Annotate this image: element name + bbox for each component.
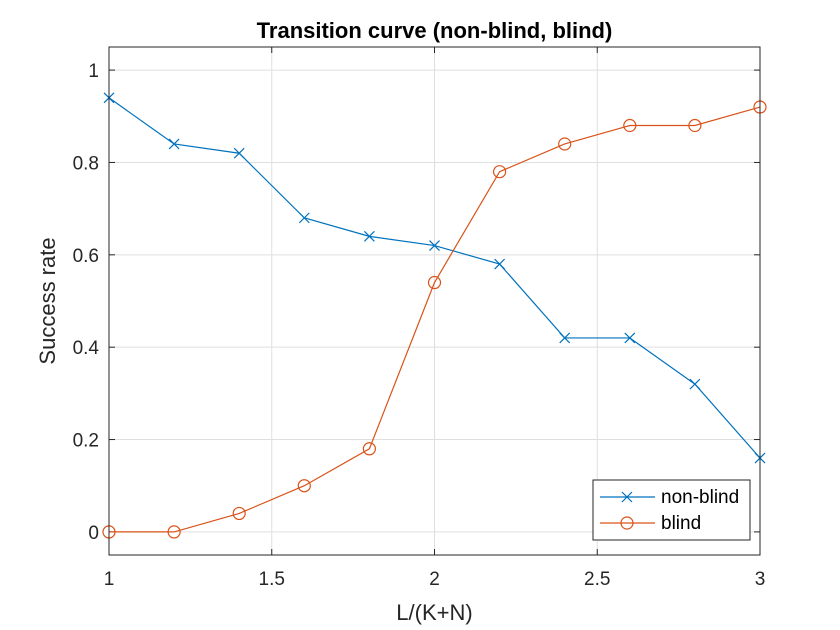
legend-box xyxy=(592,479,751,541)
data-point-blind xyxy=(167,525,181,539)
y-tick-label: 0.8 xyxy=(73,153,99,174)
x-marker-stroke xyxy=(624,332,636,344)
data-point-non-blind xyxy=(363,230,375,242)
legend-entry-blind: blind xyxy=(600,513,701,534)
y-tick-label: 0.2 xyxy=(73,431,99,452)
legend-marker xyxy=(620,516,634,530)
data-series xyxy=(102,92,767,539)
legend-entry-non-blind: non-blind xyxy=(600,487,739,508)
x-tick-label: 1 xyxy=(104,569,115,590)
data-point-blind xyxy=(558,137,572,151)
x-marker-stroke xyxy=(233,147,245,159)
legend-label: blind xyxy=(661,513,701,534)
y-tick-label: 0 xyxy=(88,523,99,544)
data-point-blind xyxy=(232,506,246,521)
x-tick-label: 1.5 xyxy=(259,569,285,590)
x-marker-stroke xyxy=(621,491,633,503)
data-point-blind xyxy=(427,275,442,290)
data-point-blind xyxy=(623,118,637,133)
x-marker-stroke xyxy=(689,378,701,390)
y-tick-label: 0.6 xyxy=(73,246,99,267)
data-point-blind xyxy=(688,118,702,133)
legend-marker xyxy=(621,491,633,503)
axes-box xyxy=(108,46,761,556)
y-tick-label: 0.4 xyxy=(73,338,100,359)
chart-title: Transition curve (non-blind, blind) xyxy=(257,18,613,43)
data-point-non-blind xyxy=(689,378,701,390)
tick-labels: 1 1.5 2 2.5 3 0 0.2 0.4 0.6 0.8 1 xyxy=(73,61,766,590)
data-point-non-blind xyxy=(429,240,440,252)
x-axis-label: L/(K+N) xyxy=(396,600,472,625)
data-point-blind xyxy=(297,479,311,493)
data-point-non-blind xyxy=(168,138,180,150)
x-tick-label: 2 xyxy=(429,569,440,590)
data-point-non-blind xyxy=(624,332,636,344)
legend-entries: non-blind blind xyxy=(600,487,739,534)
legend-label: non-blind xyxy=(661,487,739,508)
series-line-blind xyxy=(109,106,761,533)
y-axis-label: Success rate xyxy=(35,237,60,364)
y-tick-label: 1 xyxy=(88,61,99,82)
x-tick-label: 3 xyxy=(755,569,766,590)
data-point-non-blind xyxy=(494,258,506,270)
x-tick-label: 2.5 xyxy=(584,569,610,590)
x-marker-stroke xyxy=(298,212,310,224)
x-marker-stroke xyxy=(494,258,506,270)
x-marker-stroke xyxy=(429,240,440,252)
data-point-blind xyxy=(493,165,507,179)
data-point-blind xyxy=(362,442,376,456)
legend: non-blind blind xyxy=(592,479,751,541)
series-non-blind xyxy=(103,92,766,464)
x-marker-stroke xyxy=(559,332,571,344)
data-point-non-blind xyxy=(233,147,245,159)
x-marker-stroke xyxy=(168,138,180,150)
data-point-non-blind xyxy=(298,212,310,224)
x-marker-stroke xyxy=(363,230,375,242)
data-point-non-blind xyxy=(559,332,571,344)
